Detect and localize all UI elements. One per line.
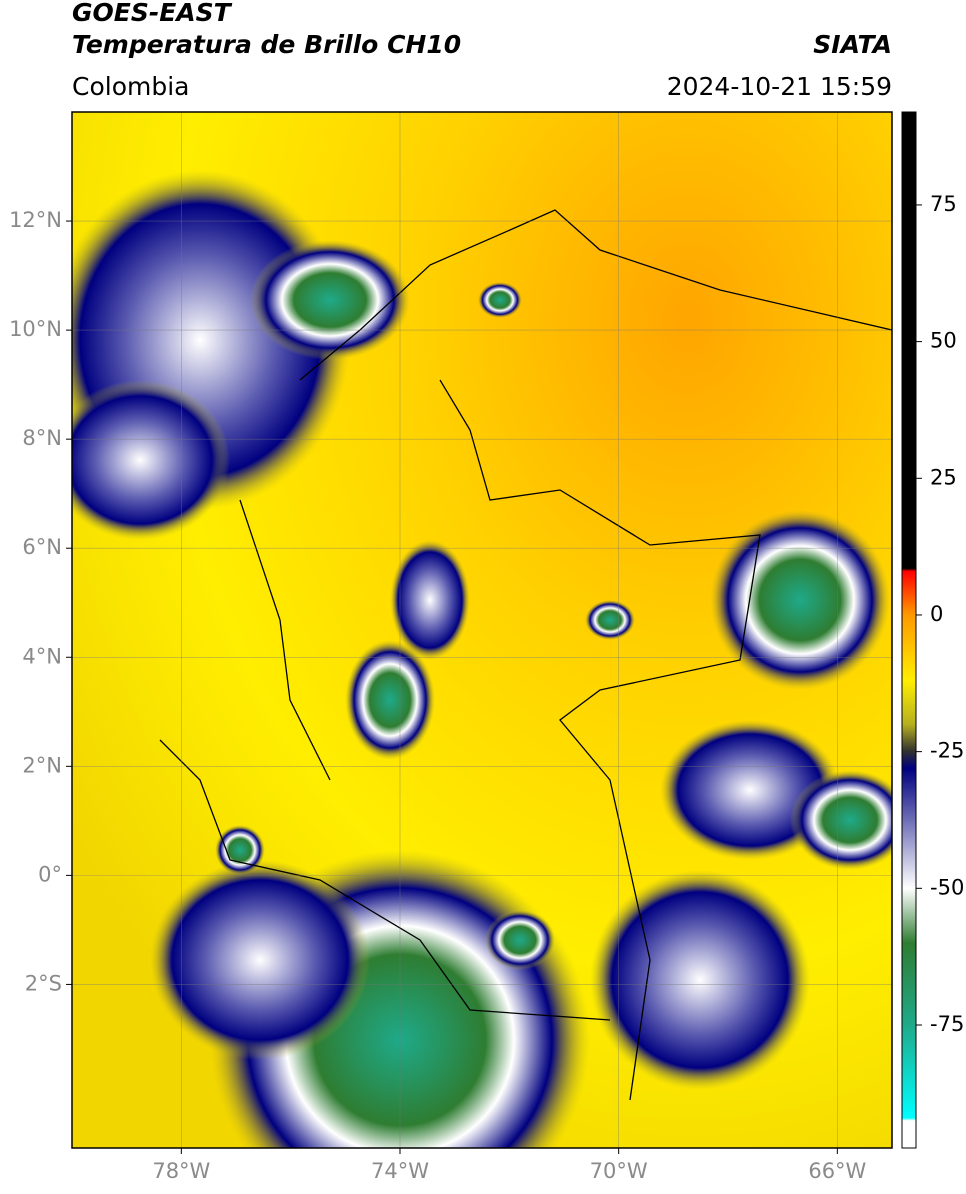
- colorbar-tick-label: -50: [930, 875, 964, 899]
- lat-tick-label: 6°N: [22, 535, 62, 559]
- lon-tick-label: 66°W: [808, 1159, 866, 1183]
- colorbar-tick-label: -75: [930, 1012, 964, 1036]
- map-frame: [71, 111, 893, 1149]
- colorbar-tick-label: 75: [930, 192, 957, 216]
- graticule: [72, 112, 892, 1148]
- lon-tick-label: 70°W: [590, 1159, 648, 1183]
- colorbar-tick-label: 50: [930, 329, 957, 353]
- lon-tick-label: 78°W: [152, 1159, 210, 1183]
- datetime: 2024-10-21 15:59: [667, 72, 892, 101]
- lon-tick-label: 74°W: [371, 1159, 429, 1183]
- lat-tick-label: 12°N: [9, 208, 62, 232]
- colorbar-tick-label: -25: [930, 739, 964, 763]
- lat-tick-label: 0°: [38, 862, 62, 886]
- colorbar: [901, 111, 917, 1149]
- colorbar-tick-label: 25: [930, 465, 957, 489]
- region: Colombia: [72, 72, 189, 101]
- subtitle: Temperatura de Brillo CH10: [72, 30, 461, 59]
- title: GOES-EAST: [72, 0, 233, 27]
- lat-tick-label: 2°N: [22, 753, 62, 777]
- lat-tick-label: 8°N: [22, 426, 62, 450]
- map-image: [72, 112, 892, 1148]
- lat-tick-label: 4°N: [22, 644, 62, 668]
- lat-tick-label: 10°N: [9, 317, 62, 341]
- colorbar-tick-label: 0: [930, 602, 943, 626]
- source: SIATA: [813, 30, 892, 59]
- lat-tick-label: 2°S: [25, 971, 62, 995]
